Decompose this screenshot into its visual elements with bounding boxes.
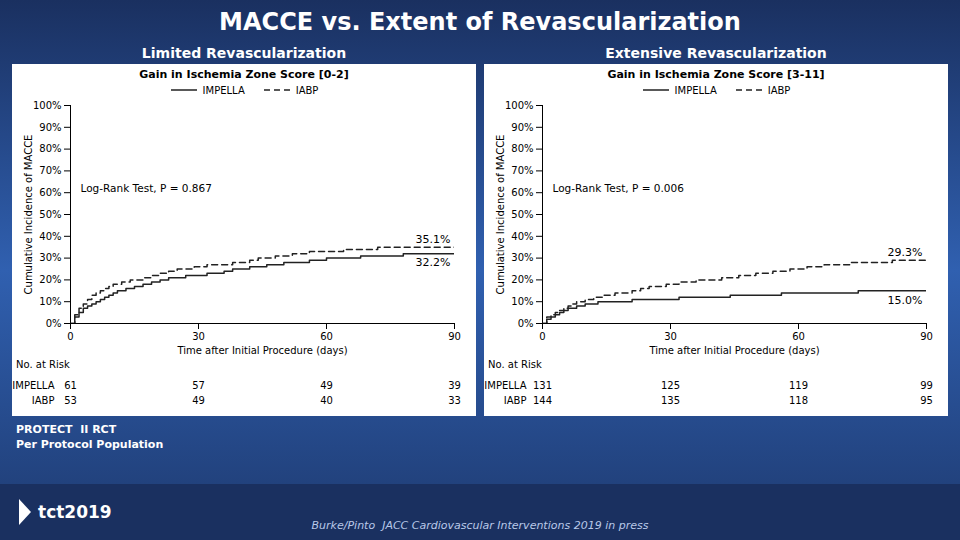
svg-text:30: 30 [664,331,677,342]
html-text:MACCE vs. Extent of Revascular: MACCE vs. Extent of Revascularization [219,8,741,36]
html-text:Gain in Ischemia Zone Score [3: Gain in Ischemia Zone Score [3-11] [607,68,825,81]
svg-text:IABP: IABP [504,395,527,406]
svg-text:30: 30 [192,331,205,342]
svg-text:49: 49 [320,380,333,391]
svg-text:40%: 40% [511,231,533,242]
svg-text:Log-Rank Test, P = 0.867: Log-Rank Test, P = 0.867 [81,182,212,194]
html-text:Extensive Revascularization: Extensive Revascularization [605,45,827,61]
svg-text:60: 60 [320,331,333,342]
svg-text:144: 144 [533,395,552,406]
svg-text:40%: 40% [39,231,61,242]
svg-text:118: 118 [789,395,808,406]
svg-text:90%: 90% [39,122,61,133]
svg-text:60%: 60% [511,187,533,198]
svg-text:30%: 30% [511,252,533,263]
svg-text:40: 40 [320,395,333,406]
svg-text:Cumulative Incidence of MACCE: Cumulative Incidence of MACCE [495,135,506,295]
svg-text:99: 99 [920,380,933,391]
html-text:IABP: IABP [767,84,791,96]
svg-text:100%: 100% [33,100,62,111]
svg-text:53: 53 [64,395,77,406]
svg-text:10%: 10% [39,296,61,307]
svg-text:50%: 50% [511,209,533,220]
svg-text:39: 39 [448,380,461,391]
svg-text:0%: 0% [46,318,62,329]
svg-text:35.1%: 35.1% [416,233,451,246]
svg-text:30%: 30% [39,252,61,263]
html-text:Limited Revascularization: Limited Revascularization [141,45,347,61]
svg-text:90: 90 [920,331,933,342]
html-text:Gain in Ischemia Zone Score [0: Gain in Ischemia Zone Score [0-2] [139,68,349,81]
html-text:IABP: IABP [295,84,319,96]
svg-text:60%: 60% [39,187,61,198]
svg-text:95: 95 [920,395,933,406]
svg-text:Cumulative Incidence of MACCE: Cumulative Incidence of MACCE [23,135,34,295]
svg-text:125: 125 [661,380,680,391]
svg-text:15.0%: 15.0% [888,294,923,307]
svg-text:0%: 0% [518,318,534,329]
html-text:PROTECT II RCT Per Protocol Po: PROTECT II RCT Per Protocol Population [16,423,164,451]
svg-text:Log-Rank Test, P = 0.006: Log-Rank Test, P = 0.006 [553,182,685,194]
svg-text:135: 135 [661,395,680,406]
svg-text:61: 61 [64,380,77,391]
svg-text:Time after Initial Procedure (: Time after Initial Procedure (days) [648,345,819,356]
svg-text:32.2%: 32.2% [416,256,451,269]
html-text:IMPELLA: IMPELLA [674,84,717,96]
svg-text:57: 57 [192,380,205,391]
svg-text:90%: 90% [511,122,533,133]
html-text:No. at Risk: No. at Risk [488,359,542,370]
svg-text:49: 49 [192,395,205,406]
html-text:IMPELLA: IMPELLA [202,84,245,96]
svg-text:0: 0 [539,331,545,342]
svg-text:Time after Initial Procedure (: Time after Initial Procedure (days) [176,345,347,356]
svg-text:70%: 70% [39,165,61,176]
svg-text:50%: 50% [39,209,61,220]
html-text:Burke/Pinto JACC Cardiovascula: Burke/Pinto JACC Cardiovascular Interven… [311,519,649,532]
svg-text:100%: 100% [505,100,534,111]
svg-text:20%: 20% [511,274,533,285]
svg-text:119: 119 [789,380,808,391]
svg-text:IMPELLA: IMPELLA [484,380,526,391]
svg-text:IABP: IABP [32,395,55,406]
svg-text:IMPELLA: IMPELLA [12,380,54,391]
html-text:No. at Risk: No. at Risk [16,359,70,370]
svg-text:0: 0 [67,331,73,342]
svg-text:131: 131 [533,380,552,391]
html-text:tct2019: tct2019 [38,502,112,522]
svg-text:20%: 20% [39,274,61,285]
svg-text:90: 90 [448,331,461,342]
svg-text:60: 60 [792,331,805,342]
svg-text:33: 33 [448,395,461,406]
svg-text:80%: 80% [39,143,61,154]
svg-text:29.3%: 29.3% [888,246,923,259]
svg-text:10%: 10% [511,296,533,307]
svg-text:70%: 70% [511,165,533,176]
svg-text:80%: 80% [511,143,533,154]
